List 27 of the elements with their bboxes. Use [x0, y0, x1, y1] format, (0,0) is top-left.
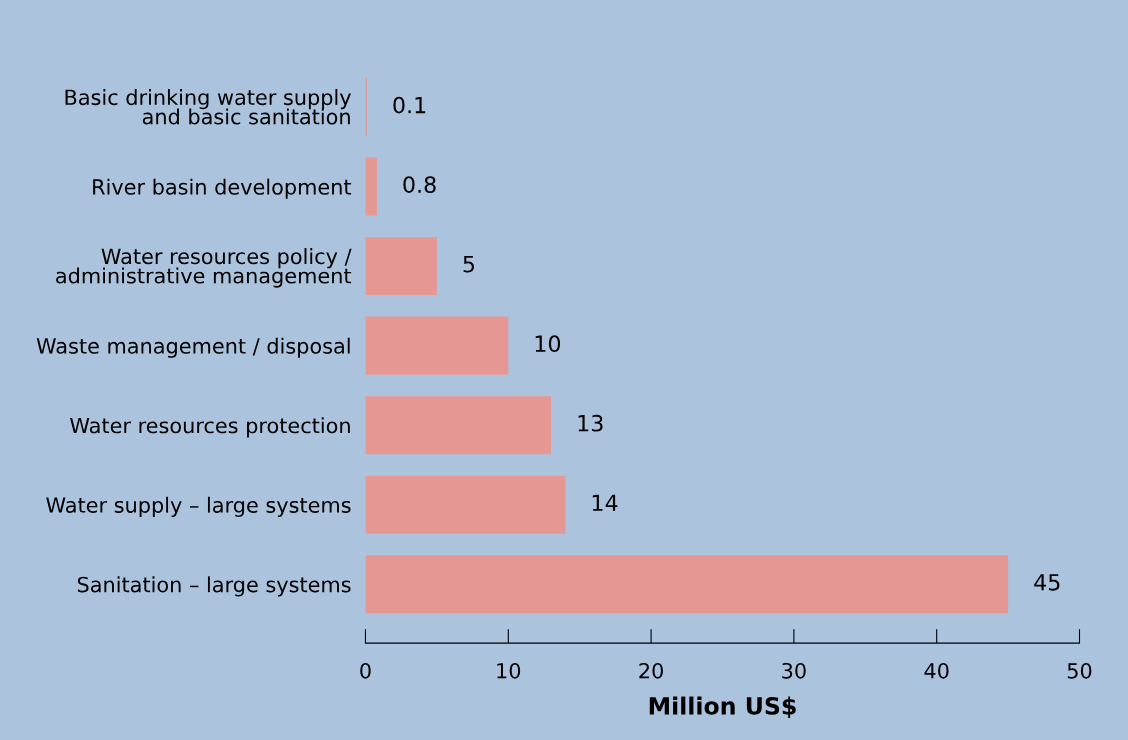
- y-tick-label: Sanitation – large systems: [77, 576, 351, 597]
- y-tick-label: Water resources protection: [70, 417, 350, 438]
- data-label: 0.8: [403, 176, 436, 193]
- x-tick-label: 40: [924, 662, 949, 679]
- y-tick-label: Water resources policy / administrative management: [56, 248, 352, 288]
- x-axis-title: Million US$: [649, 696, 796, 718]
- y-tick-label: Basic drinking water supply and basic sanitation: [65, 89, 351, 125]
- data-label: 5: [463, 256, 475, 273]
- y-tick-label: Waste management / disposal: [36, 337, 350, 358]
- data-label: 14: [592, 494, 618, 511]
- data-label: 10: [535, 335, 561, 353]
- x-tick-label: 10: [497, 662, 521, 679]
- data-label: 45: [1034, 574, 1060, 591]
- x-tick-label: 30: [782, 662, 806, 679]
- y-tick-label: River basin development: [93, 178, 352, 199]
- bar: [365, 475, 566, 534]
- bar: [365, 555, 1009, 614]
- bar: [365, 316, 509, 375]
- bar: [365, 157, 377, 216]
- data-label: 13: [578, 414, 603, 432]
- y-tick-label: Water supply – large systems: [46, 496, 351, 517]
- x-tick-label: 50: [1067, 662, 1092, 679]
- bar: [365, 237, 437, 296]
- x-tick-label: 0: [360, 662, 371, 679]
- data-label: 0.1: [393, 96, 426, 114]
- x-tick-label: 20: [639, 662, 663, 679]
- bar: [365, 396, 552, 455]
